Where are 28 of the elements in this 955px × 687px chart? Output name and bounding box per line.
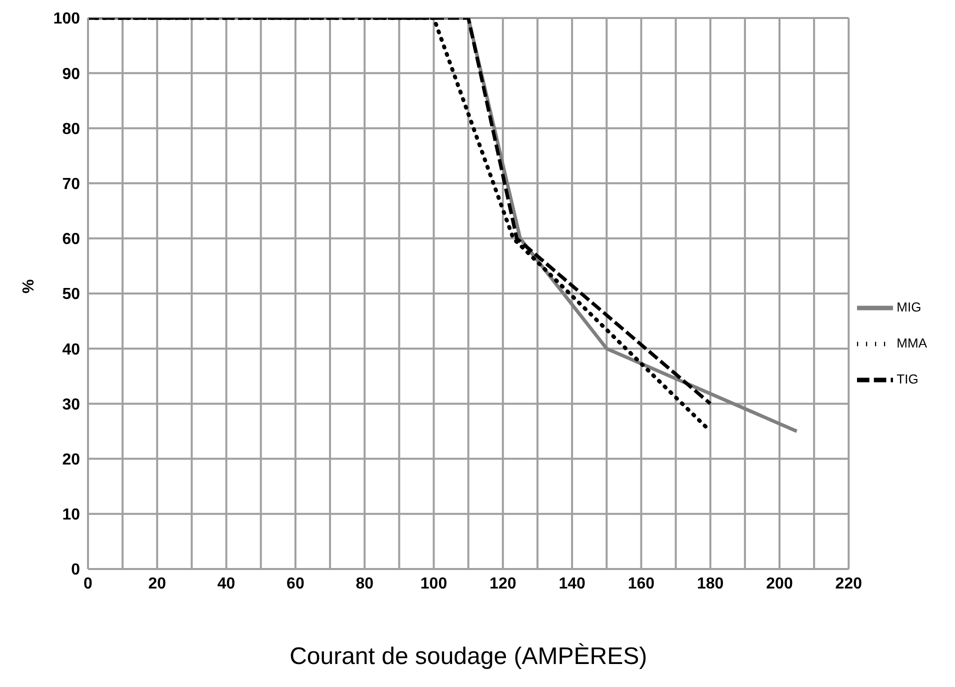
y-tick-label: 40: [62, 341, 80, 358]
x-tick-label: 100: [420, 575, 448, 592]
y-tick-label: 10: [62, 506, 80, 524]
y-tick-label: 60: [62, 231, 80, 248]
x-tick-label: 140: [558, 575, 586, 592]
x-tick-label: 220: [835, 575, 862, 592]
legend-label: TIG: [896, 370, 918, 386]
x-tick-label: 20: [148, 575, 166, 592]
legend-label: MMA: [896, 334, 927, 350]
y-tick-label: 100: [53, 10, 80, 28]
x-tick-label: 200: [766, 575, 793, 592]
y-axis-title: %: [20, 279, 38, 294]
x-axis-title: Courant de soudage (AMPÈRES): [290, 643, 648, 670]
y-tick-label: 90: [62, 66, 80, 83]
x-tick-label: 40: [217, 575, 236, 592]
x-tick-label: 0: [84, 575, 93, 592]
x-tick-label: 60: [286, 575, 304, 592]
y-tick-label: 70: [62, 176, 80, 193]
y-tick-label: 30: [62, 396, 80, 414]
y-tick-label: 20: [62, 451, 80, 468]
legend-label: MIG: [896, 298, 922, 314]
x-tick-label: 160: [628, 575, 655, 592]
x-tick-label: 180: [697, 575, 724, 592]
y-tick-label: 80: [62, 120, 80, 138]
x-tick-label: 80: [356, 575, 374, 592]
y-tick-label: 0: [71, 562, 80, 579]
y-tick-label: 50: [62, 286, 80, 304]
x-tick-label: 120: [490, 575, 516, 592]
